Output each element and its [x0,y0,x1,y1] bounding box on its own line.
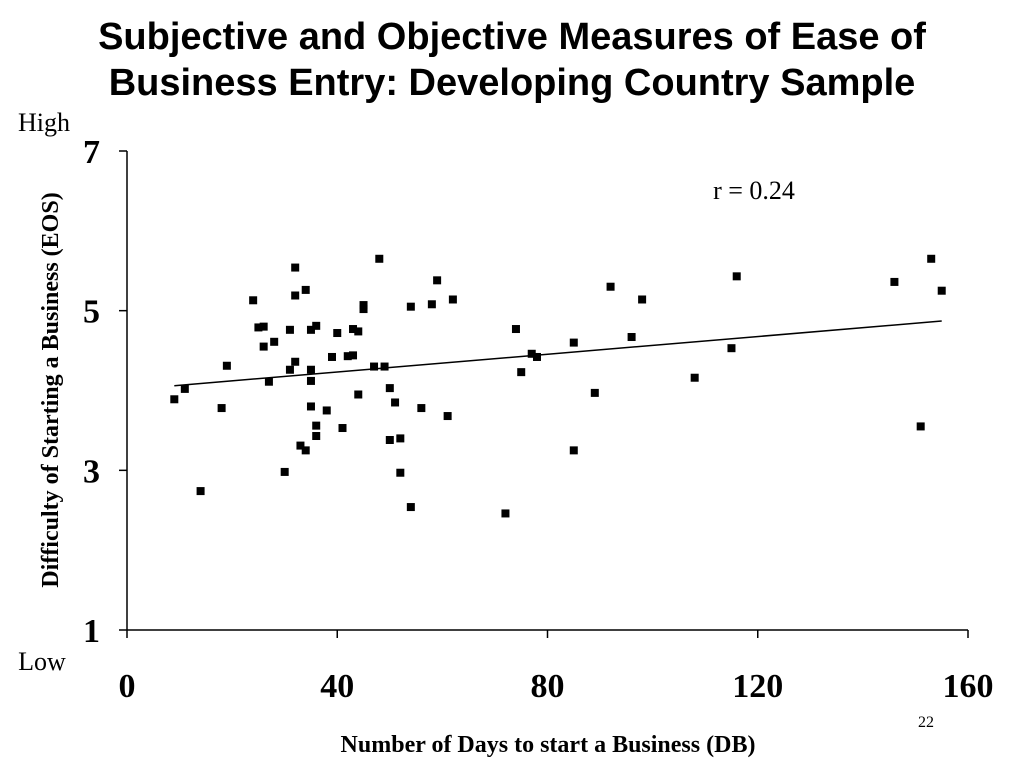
data-point [354,390,363,399]
y-tick-label: 3 [83,453,100,490]
data-point [196,487,205,496]
data-point [359,305,368,314]
data-point [285,325,294,334]
data-point [690,373,699,382]
data-point [916,422,925,431]
data-point [527,349,536,358]
data-point [312,421,321,430]
data-point [285,365,294,374]
data-point [301,446,310,455]
data-point [606,282,615,291]
data-point [349,351,358,360]
data-point [890,277,899,286]
data-point [301,285,310,294]
data-point [322,406,331,415]
data-point [306,365,315,374]
y-high-label: High [18,108,70,137]
y-tick-label: 5 [83,294,100,331]
data-point [433,276,442,285]
data-point [280,467,289,476]
data-point [259,322,268,331]
data-point [296,441,305,450]
y-low-label: Low [18,647,66,676]
data-point [532,352,541,361]
trendline [174,320,942,387]
data-point [291,357,300,366]
data-point [333,329,342,338]
data-point [249,296,258,305]
y-tick-label: 1 [83,613,100,650]
data-point [638,295,647,304]
data-point [417,404,426,413]
data-point [391,398,400,407]
data-point [180,384,189,393]
data-point [396,468,405,477]
data-point [254,323,263,332]
data-point [448,295,457,304]
ticks: 0 40 80 120 160 1 3 5 7 [83,134,994,705]
data-point [427,300,436,309]
x-tick-label: 120 [732,668,783,705]
data-point [354,327,363,336]
data-point [291,291,300,300]
data-point [306,376,315,385]
data-point [569,338,578,347]
data-point [259,342,268,351]
data-point [927,254,936,263]
data-point [306,325,315,334]
data-point [727,344,736,353]
x-axis-title: Number of Days to start a Business (DB) [341,732,756,758]
data-point [627,333,636,342]
data-point [291,263,300,272]
data-point [370,362,379,371]
data-points [170,254,946,518]
data-point [385,384,394,393]
data-point [222,361,231,370]
x-tick-label: 40 [320,668,354,705]
data-point [306,402,315,411]
data-point [270,337,279,346]
data-point [349,325,358,334]
data-point [396,434,405,443]
axes [126,151,968,631]
data-point [312,321,321,330]
data-point [443,412,452,421]
data-point [327,352,336,361]
annotation-r: r = 0.24 [713,176,795,205]
chart-title-line-1: Subjective and Objective Measures of Eas… [98,16,926,58]
data-point [501,509,510,518]
chart-title: Subjective and Objective Measures of Eas… [0,14,1024,106]
data-point [385,435,394,444]
data-point [511,325,520,334]
x-tick-label: 0 [119,668,136,705]
data-point [375,254,384,263]
data-point [264,377,273,386]
data-point [406,503,415,512]
data-point [937,286,946,295]
x-tick-label: 160 [943,668,994,705]
data-point [170,395,179,404]
data-point [217,404,226,413]
data-point [312,432,321,441]
chart-title-line-2: Business Entry: Developing Country Sampl… [108,62,916,104]
data-point [406,302,415,311]
x-tick-label: 80 [531,668,565,705]
y-tick-label: 7 [83,134,100,171]
data-point [343,352,352,361]
data-point [732,272,741,281]
page-number: 22 [918,714,934,731]
y-axis-title: Difficulty of Starting a Business (EOS) [38,192,64,587]
data-point [380,362,389,371]
data-point [338,424,347,433]
data-point [590,388,599,397]
data-point [569,446,578,455]
data-point [517,368,526,377]
